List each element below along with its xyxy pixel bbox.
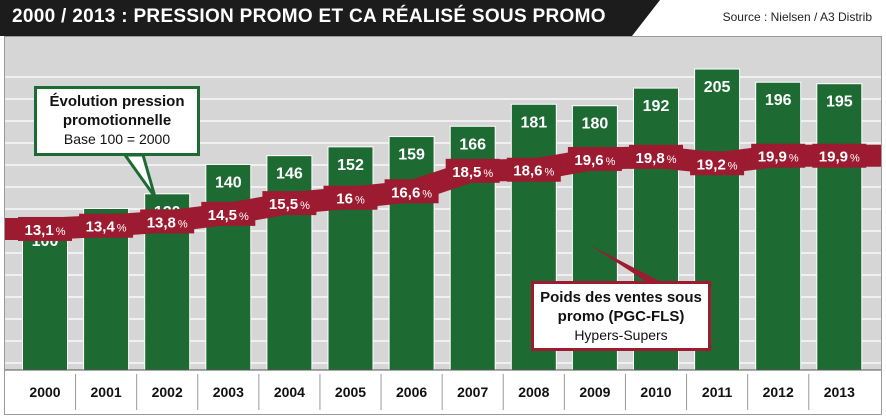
pression-callout-line1: Évolution pression: [49, 93, 185, 110]
bar-value-label: 146: [276, 166, 303, 183]
bar-value-label: 196: [765, 92, 792, 109]
line-point: [79, 213, 134, 238]
bar-value-label: 195: [826, 94, 853, 111]
bar-value-label: 192: [643, 98, 670, 115]
poids-callout: Poids des ventes sous promo (PGC-FLS) Hy…: [531, 281, 711, 351]
x-axis-band: [5, 370, 881, 414]
line-point: [506, 157, 561, 182]
bar-value-label: 152: [337, 157, 364, 174]
x-tick-label: 2009: [579, 384, 610, 400]
x-tick-label: 2011: [702, 384, 733, 400]
bar: [816, 83, 863, 371]
pression-callout-line3: Base 100 = 2000: [63, 130, 171, 147]
line-value-label: 14,5%: [208, 207, 249, 224]
chart-header: 2000 / 2013 : PRESSION PROMO ET CA RÉALI…: [0, 0, 886, 36]
x-tick-label: 2005: [335, 384, 366, 400]
line-value-label: 16,6%: [391, 184, 432, 201]
line-value-label: 13,4%: [86, 219, 127, 236]
plot-area: 1001101201401461521591661811801922051961…: [4, 36, 882, 415]
bar-value-label: 140: [215, 174, 242, 191]
bar: [205, 163, 252, 371]
pression-callout-line2: promotionnelle: [62, 111, 172, 129]
chart-title: 2000 / 2013 : PRESSION PROMO ET CA RÉALI…: [12, 6, 606, 27]
x-tick-label: 2003: [213, 384, 244, 400]
bar-value-label: 159: [398, 147, 425, 164]
line-value-label: 18,5%: [452, 164, 493, 181]
line-point: [323, 185, 378, 210]
bar: [388, 136, 435, 371]
pression-callout: Évolution pression promotionnelle Base 1…: [34, 86, 200, 156]
poids-callout-line3: Hypers-Supers: [574, 326, 668, 343]
line-value-label: 19,8%: [636, 150, 677, 167]
line-point: [812, 143, 867, 168]
line-point: [567, 146, 622, 171]
bar: [327, 146, 374, 371]
x-tick-label: 2008: [518, 384, 549, 400]
line-point: [201, 201, 256, 226]
line-value-label: 15,5%: [269, 196, 310, 213]
line-value-label: 19,6%: [574, 152, 615, 169]
line-series: 13,1% 13,4% 13,8 % 14,5 % 15,5% 16% 16,6 % 18,5% 18…: [5, 143, 881, 241]
bar: [22, 222, 68, 371]
source-note: Source : Nielsen / A3 Distrib: [722, 10, 872, 24]
pression-callout-pointer: [122, 153, 157, 198]
poids-callout-line1: Poids des ventes sous: [540, 289, 702, 306]
line-value-label: 18,6%: [513, 163, 554, 180]
x-tick-label: 2013: [824, 384, 855, 400]
bar: [266, 155, 313, 371]
x-tick-label: 2004: [274, 384, 305, 400]
line-series-band: [5, 144, 881, 240]
line-value-label: 19,9%: [819, 149, 860, 166]
line-point: [445, 158, 500, 183]
bar-value-label: 166: [459, 136, 486, 153]
bar-value-label: 205: [704, 79, 731, 96]
x-tick-label: 2001: [91, 384, 122, 400]
line-point: [690, 151, 745, 176]
line-value-label: 13,8%: [147, 214, 188, 231]
line-point: [18, 216, 72, 241]
line-value-label: 19,9%: [758, 149, 799, 166]
x-tick-label: 2002: [152, 384, 183, 400]
line-point: [140, 209, 195, 234]
x-tick-label: 2000: [29, 384, 60, 400]
chart-svg: 1001101201401461521591661811801922051961…: [5, 68, 881, 414]
line-value-label: 16%: [336, 191, 365, 208]
x-tick-label: 2010: [640, 384, 671, 400]
x-axis: 2000 2001 2002 2003 2004 2005 2006 2007 2008 2009…: [5, 369, 881, 414]
line-point: [384, 179, 439, 204]
line-point: [751, 143, 806, 168]
line-value-label: 19,2%: [697, 156, 738, 173]
line-value-label: 13,1%: [25, 222, 66, 239]
poids-callout-pointer: [590, 245, 665, 284]
x-tick-label: 2006: [396, 384, 427, 400]
line-point: [629, 144, 683, 169]
poids-callout-line2: promo (PGC-FLS): [557, 307, 685, 325]
line-point: [262, 191, 317, 216]
title-bar: 2000 / 2013 : PRESSION PROMO ET CA RÉALI…: [0, 0, 660, 36]
x-tick-label: 2007: [457, 384, 488, 400]
bar-value-label: 181: [520, 114, 547, 131]
bar: [755, 81, 802, 371]
x-tick-label: 2012: [763, 384, 794, 400]
bar-value-label: 180: [582, 116, 609, 133]
